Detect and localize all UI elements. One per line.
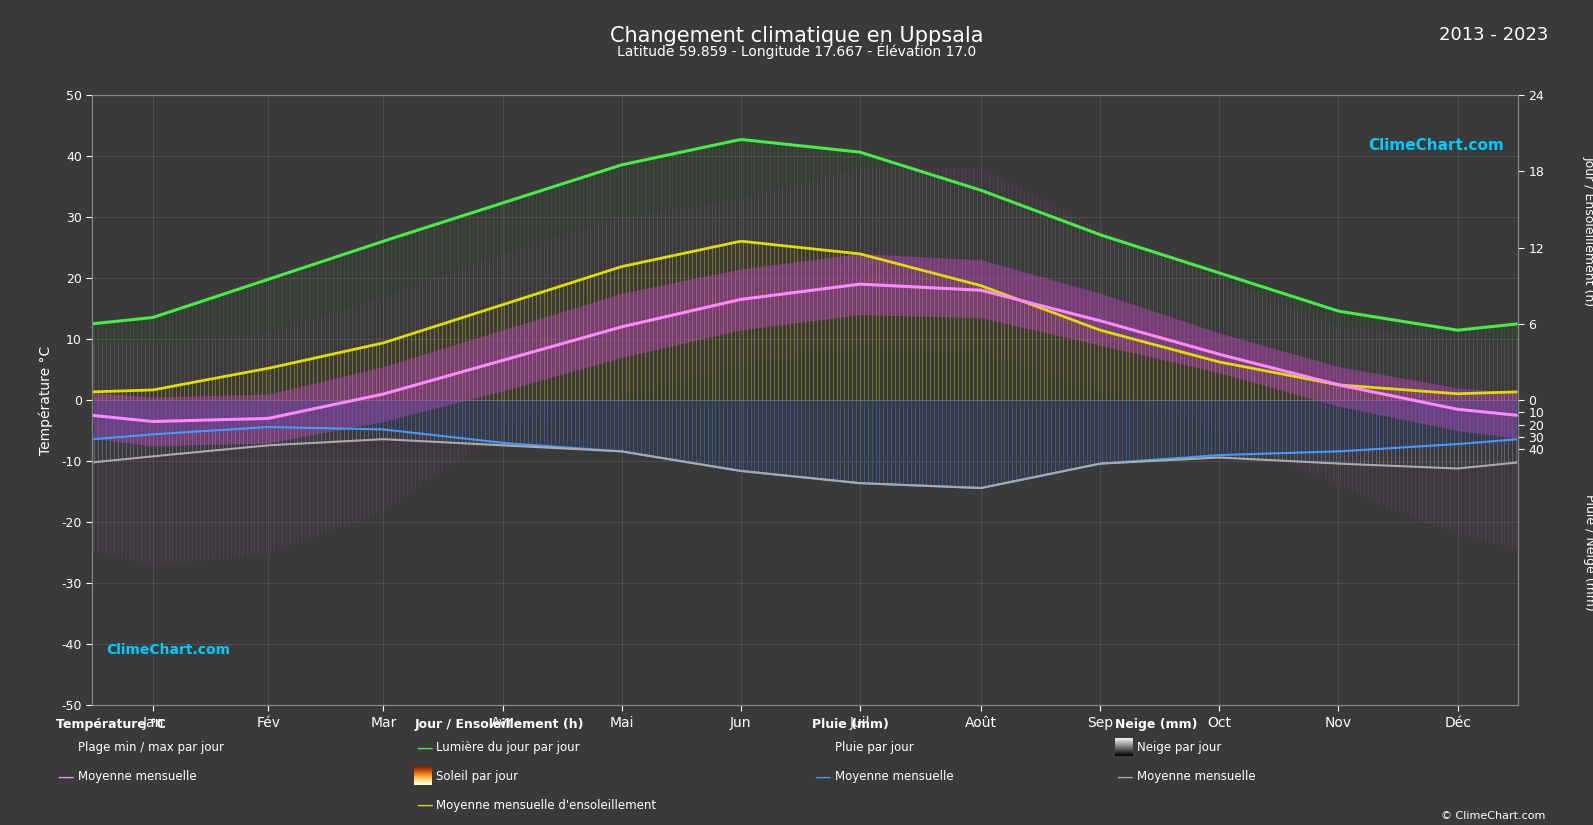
Text: Lumière du jour par jour: Lumière du jour par jour [436, 741, 580, 754]
Text: Neige (mm): Neige (mm) [1115, 718, 1198, 731]
Text: —: — [416, 738, 432, 757]
Text: Moyenne mensuelle d'ensoleillement: Moyenne mensuelle d'ensoleillement [436, 799, 656, 812]
Text: Pluie (mm): Pluie (mm) [812, 718, 889, 731]
Y-axis label: Température °C: Température °C [38, 346, 53, 455]
Text: © ClimeChart.com: © ClimeChart.com [1440, 811, 1545, 821]
Text: Jour / Ensoleillement (h): Jour / Ensoleillement (h) [414, 718, 583, 731]
Text: Moyenne mensuelle: Moyenne mensuelle [835, 770, 953, 783]
Text: Neige par jour: Neige par jour [1137, 741, 1222, 754]
Text: Changement climatique en Uppsala: Changement climatique en Uppsala [610, 26, 983, 46]
Text: ClimeChart.com: ClimeChart.com [107, 643, 231, 657]
Text: —: — [814, 767, 830, 785]
Text: ClimeChart.com: ClimeChart.com [1368, 138, 1504, 153]
Text: —: — [57, 767, 73, 785]
Text: Latitude 59.859 - Longitude 17.667 - Élévation 17.0: Latitude 59.859 - Longitude 17.667 - Élé… [616, 43, 977, 59]
Text: Moyenne mensuelle: Moyenne mensuelle [1137, 770, 1255, 783]
Text: 2013 - 2023: 2013 - 2023 [1438, 26, 1548, 45]
Text: Température °C: Température °C [56, 718, 166, 731]
Text: —: — [1117, 767, 1133, 785]
Text: Pluie / Neige (mm): Pluie / Neige (mm) [1582, 494, 1593, 611]
Text: Pluie par jour: Pluie par jour [835, 741, 913, 754]
Text: —: — [416, 796, 432, 814]
Text: Jour / Ensoleillement (h): Jour / Ensoleillement (h) [1582, 156, 1593, 306]
Text: Plage min / max par jour: Plage min / max par jour [78, 741, 225, 754]
Text: Moyenne mensuelle: Moyenne mensuelle [78, 770, 196, 783]
Text: Soleil par jour: Soleil par jour [436, 770, 519, 783]
